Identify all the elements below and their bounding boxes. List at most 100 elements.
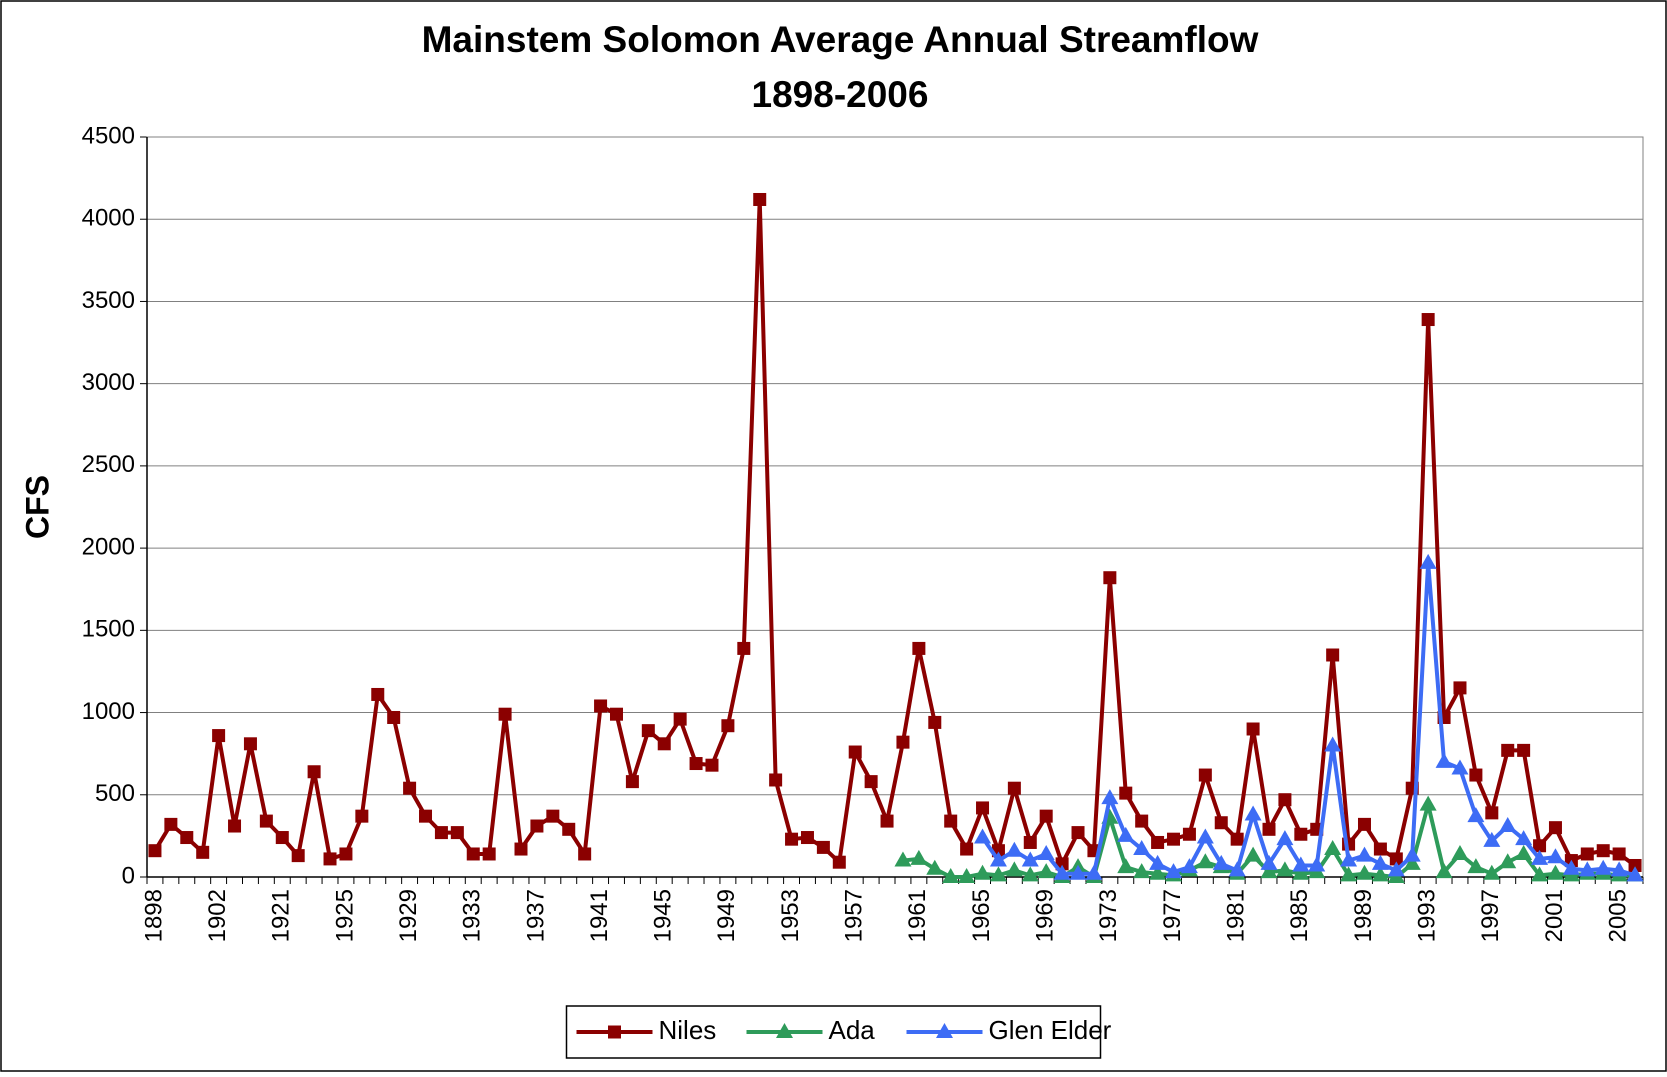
marker	[1355, 846, 1373, 862]
x-tick-label: 1973	[1095, 889, 1122, 942]
y-tick-label: 2500	[82, 451, 135, 478]
marker	[926, 859, 944, 875]
marker	[958, 868, 976, 883]
marker	[1467, 858, 1485, 874]
marker	[514, 842, 528, 856]
y-tick-label: 500	[95, 780, 135, 807]
marker	[1276, 830, 1294, 846]
marker	[1007, 781, 1021, 795]
marker	[609, 707, 623, 721]
marker	[1198, 768, 1212, 782]
marker	[578, 847, 592, 861]
marker	[848, 745, 862, 759]
marker	[989, 866, 1007, 882]
marker	[1246, 722, 1260, 736]
marker	[1610, 861, 1628, 877]
marker	[180, 831, 194, 845]
x-tick-label: 1977	[1159, 889, 1186, 942]
legend-box	[565, 1005, 1102, 1059]
marker	[530, 819, 544, 833]
marker	[419, 809, 433, 823]
marker	[1419, 553, 1437, 569]
marker	[1451, 844, 1469, 860]
marker	[816, 840, 830, 854]
marker	[1037, 844, 1055, 860]
marker	[944, 814, 958, 828]
marker	[1260, 854, 1278, 870]
x-tick-label: 1902	[204, 889, 231, 942]
y-tick-label: 3000	[82, 369, 135, 396]
x-tick-label: 1965	[968, 889, 995, 942]
marker	[1324, 736, 1342, 752]
marker	[259, 814, 273, 828]
marker	[1085, 864, 1103, 880]
marker	[1515, 844, 1533, 860]
marker	[1244, 846, 1262, 862]
chart-title: Mainstem Solomon Average Annual Streamfl…	[422, 19, 1259, 60]
marker	[800, 831, 814, 845]
marker	[1373, 842, 1387, 856]
marker	[1151, 835, 1165, 849]
marker	[737, 641, 751, 655]
marker	[641, 724, 655, 738]
marker	[1340, 851, 1358, 867]
marker	[894, 851, 912, 867]
y-tick-label: 1000	[82, 698, 135, 725]
y-tick-label: 2000	[82, 533, 135, 560]
marker	[1389, 852, 1403, 866]
marker	[387, 710, 401, 724]
marker	[562, 822, 576, 836]
marker	[1435, 863, 1453, 879]
marker	[1596, 844, 1610, 858]
legend-marker	[776, 1023, 793, 1038]
marker	[1021, 851, 1039, 867]
marker	[1133, 840, 1151, 856]
legend-item: Ada	[746, 1015, 876, 1045]
marker	[1517, 743, 1531, 757]
marker	[1387, 861, 1405, 877]
marker	[976, 801, 990, 815]
y-tick-label: 4500	[82, 122, 135, 149]
marker	[291, 849, 305, 863]
marker	[1117, 858, 1135, 874]
marker	[323, 852, 337, 866]
marker	[1117, 826, 1135, 842]
marker	[1578, 861, 1596, 877]
legend-marker	[608, 1025, 621, 1039]
marker	[1421, 313, 1435, 327]
marker	[148, 844, 162, 858]
marker	[594, 699, 608, 713]
marker	[450, 826, 464, 840]
marker	[1501, 743, 1515, 757]
x-tick-label: 1985	[1286, 889, 1313, 942]
legend-marker	[936, 1023, 953, 1038]
x-tick-label: 1921	[268, 889, 295, 942]
marker	[1531, 849, 1549, 865]
marker	[912, 641, 926, 655]
legend-item: Niles	[576, 1015, 716, 1045]
marker	[1149, 864, 1167, 880]
marker	[785, 832, 799, 846]
y-tick-label: 1500	[82, 616, 135, 643]
marker	[1469, 768, 1483, 782]
marker	[1149, 854, 1167, 870]
marker	[705, 758, 719, 772]
marker	[466, 847, 480, 861]
marker	[1133, 863, 1151, 879]
marker	[212, 729, 226, 743]
marker	[1230, 832, 1244, 846]
marker	[434, 826, 448, 840]
marker	[1101, 789, 1119, 805]
marker	[1499, 817, 1517, 833]
marker	[1419, 795, 1437, 811]
x-tick-label: 1957	[841, 889, 868, 942]
marker	[1276, 861, 1294, 877]
marker	[1260, 863, 1278, 879]
legend-label: Ada	[829, 1015, 876, 1045]
marker	[974, 864, 992, 880]
marker	[371, 687, 385, 701]
x-tick-label: 1953	[777, 889, 804, 942]
marker	[910, 849, 928, 865]
marker	[1324, 840, 1342, 856]
